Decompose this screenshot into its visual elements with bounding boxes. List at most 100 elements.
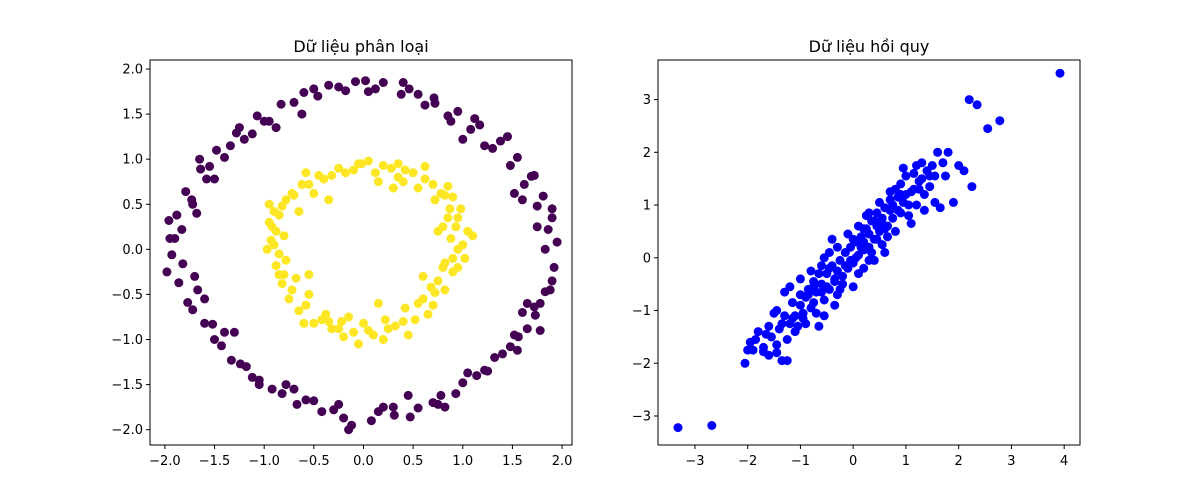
classification-point [341, 86, 351, 96]
classification-point [271, 123, 281, 133]
regression-point [819, 295, 829, 305]
classification-point [475, 120, 485, 130]
classification-point [373, 407, 383, 417]
classification-point [456, 204, 466, 214]
classification-point [458, 378, 468, 388]
classification-point [299, 318, 309, 328]
regression-point [790, 327, 800, 337]
classification-point [363, 326, 373, 335]
regression-point [941, 171, 950, 181]
regression-point [788, 298, 797, 308]
classification-y-tick-label: 0.0 [122, 243, 143, 258]
classification-point [543, 225, 553, 234]
classification-point [174, 278, 184, 288]
regression-y-tick-label: 2 [643, 146, 651, 161]
classification-point [460, 253, 470, 263]
regression-point [707, 421, 717, 430]
regression-point [788, 313, 797, 323]
regression-point [904, 211, 914, 221]
classification-point [505, 342, 515, 352]
classification-point [200, 318, 210, 328]
regression-point [869, 216, 879, 226]
classification-point [446, 234, 456, 243]
classification-point [229, 327, 239, 337]
regression-point [782, 335, 792, 344]
regression-point [809, 282, 819, 292]
classification-point [445, 204, 455, 214]
regression-point [830, 274, 840, 284]
classification-point [388, 183, 398, 193]
regression-point [785, 282, 795, 292]
regression-point [964, 95, 974, 105]
classification-point [361, 76, 370, 86]
classification-x-tick-label: 1.5 [502, 454, 523, 469]
classification-point [319, 174, 329, 184]
classification-point [405, 412, 415, 422]
classification-point [349, 327, 359, 337]
classification-point [247, 372, 257, 382]
classification-point [404, 84, 414, 94]
classification-point [301, 395, 311, 405]
regression-point [809, 298, 819, 308]
classification-y-tick-label: 0.5 [122, 198, 143, 213]
classification-point [341, 168, 351, 178]
regression-point [772, 340, 782, 350]
classification-point [183, 298, 193, 307]
regression-point [827, 234, 837, 244]
classification-point [289, 97, 299, 107]
classification-point [279, 231, 289, 241]
classification-point [529, 170, 539, 180]
classification-point [413, 89, 423, 99]
regression-point [925, 182, 935, 192]
classification-point [483, 366, 493, 376]
classification-point [420, 174, 430, 184]
classification-point [277, 201, 287, 211]
regression-y-tick-label: −3 [632, 409, 651, 424]
regression-point [867, 248, 877, 257]
classification-point [217, 341, 226, 351]
classification-point [436, 390, 446, 400]
classification-point [208, 319, 218, 329]
classification-y-tick-label: 2.0 [122, 63, 143, 78]
regression-x-tick-label: −1 [791, 454, 810, 469]
classification-point [393, 159, 403, 169]
classification-point [181, 187, 191, 197]
classification-point [535, 326, 545, 335]
classification-point [370, 84, 380, 94]
classification-x-tick-label: 0.5 [403, 454, 424, 469]
classification-point [433, 399, 443, 409]
classification-point [549, 262, 559, 272]
classification-point [380, 315, 390, 325]
classification-point [309, 396, 319, 406]
regression-point [983, 124, 993, 134]
classification-point [420, 161, 430, 171]
regression-point [896, 190, 906, 199]
regression-point [864, 255, 874, 265]
classification-point [430, 98, 440, 108]
regression-point [888, 200, 898, 210]
classification-point [440, 285, 450, 295]
regression-point [890, 226, 900, 236]
regression-point [938, 158, 948, 168]
classification-y-tick-label: −1.5 [111, 378, 143, 393]
classification-point [239, 134, 249, 144]
regression-point [896, 179, 906, 189]
classification-point [366, 416, 376, 426]
classification-point [354, 159, 363, 169]
classification-point [547, 213, 557, 223]
classification-point [281, 380, 291, 390]
classification-y-tick-label: −0.5 [111, 288, 143, 303]
classification-point [547, 204, 557, 214]
classification-point [291, 273, 301, 283]
classification-point [277, 389, 287, 399]
regression-point [798, 313, 808, 323]
classification-point [418, 271, 428, 281]
classification-ticks: −2.0 −1.5 −1.0 −0.5 0.0 0.5 1.0 1.5 2.0 −2.0 −1.5 −… [111, 63, 572, 469]
classification-point [202, 174, 212, 184]
classification-point [403, 330, 413, 340]
classification-x-tick-label: −1.0 [248, 454, 280, 469]
classification-point [503, 132, 512, 142]
regression-point [912, 200, 921, 210]
regression-point [814, 269, 824, 279]
regression-point [933, 147, 943, 157]
